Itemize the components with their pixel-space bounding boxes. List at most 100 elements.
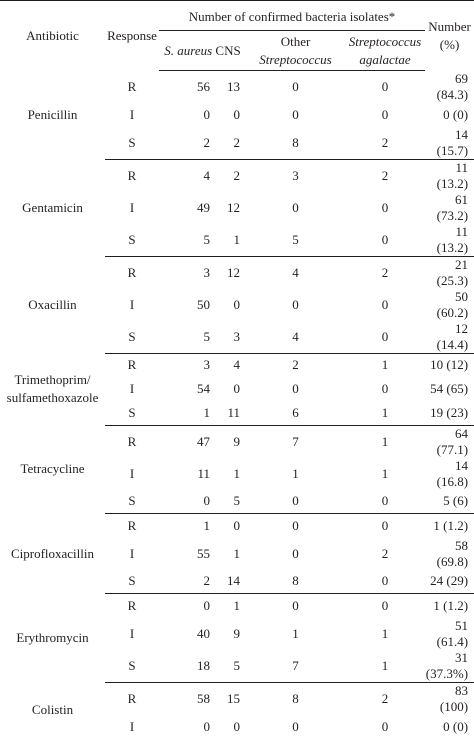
other-cell: 0 bbox=[292, 597, 299, 613]
strep-ag-cell: 1 bbox=[381, 357, 389, 373]
response-cell: I bbox=[129, 718, 135, 734]
response-cell: R bbox=[127, 433, 137, 449]
table-row: Penicillin R 56 13 0 0 69 (84.3) bbox=[0, 71, 474, 122]
antibiotic-name: Trimethoprim/sulfamethoxazole bbox=[0, 353, 105, 425]
cns-cell: 12 bbox=[227, 199, 240, 215]
response-cell: I bbox=[129, 545, 135, 561]
table-row: Gentamicin R 4 2 3 2 11 (13.2) bbox=[0, 159, 474, 215]
table-row: I 49 12 0 0 61 (73.2) bbox=[0, 192, 474, 224]
strep-ag-cell: 0 bbox=[381, 78, 389, 94]
cns-cell: 0 bbox=[233, 296, 241, 312]
cns-cell: 0 bbox=[233, 517, 241, 533]
antibiotic-name-line1: Colistin bbox=[31, 702, 74, 718]
response-cell: I bbox=[129, 625, 135, 641]
s-aureus-cell: 5 bbox=[159, 320, 216, 354]
s-aureus-cell: 0 bbox=[203, 597, 211, 613]
cns-cell: 14 bbox=[216, 569, 246, 594]
number-cell: 14 (15.7) bbox=[425, 126, 474, 160]
cns-cell: 1 bbox=[233, 597, 241, 613]
s-aureus-cell: 55 bbox=[197, 545, 210, 561]
s-aureus-cell: 0 bbox=[203, 106, 211, 122]
number-cell: 12 (14.4) bbox=[425, 320, 474, 354]
number-cell: 0 (0) bbox=[443, 718, 469, 734]
other-cell: 0 bbox=[292, 199, 299, 215]
other-cell: 7 bbox=[292, 433, 299, 449]
strep-ag-cell: 2 bbox=[345, 126, 426, 160]
cns-cell: 9 bbox=[233, 433, 241, 449]
s-aureus-cell: 1 bbox=[159, 401, 216, 426]
strep-ag-cell: 1 bbox=[381, 625, 389, 641]
number-cell: 64 (77.1) bbox=[436, 425, 469, 457]
strep-ag-cell: 2 bbox=[381, 264, 389, 280]
number-cell: 1 (1.2) bbox=[433, 517, 469, 533]
strep-ag-cell: 1 bbox=[381, 465, 389, 481]
table-row: S 1 11 6 1 19 (23) bbox=[0, 401, 474, 426]
number-cell: 21 (25.3) bbox=[436, 256, 469, 288]
response-cell: R bbox=[127, 597, 137, 613]
other-cell: 1 bbox=[292, 625, 299, 641]
strep-ag-cell: 0 bbox=[345, 569, 426, 594]
other-cell: 0 bbox=[292, 106, 299, 122]
cns-cell: 1 bbox=[233, 545, 241, 561]
s-aureus-cell: 1 bbox=[203, 517, 211, 533]
number-cell: 10 (12) bbox=[430, 357, 469, 373]
table-row: I 50 0 0 0 50 (60.2) bbox=[0, 289, 474, 321]
table-row: Ciprofloxacillin R 1 0 0 0 1 (1.2) bbox=[0, 514, 474, 561]
other-cell: 0 bbox=[292, 78, 299, 94]
antibiotic-name-line1: Oxacillin bbox=[28, 296, 77, 312]
s-aureus-cell: 4 bbox=[203, 167, 211, 183]
response-cell: R bbox=[127, 690, 137, 706]
other-header-line1: Other bbox=[280, 33, 311, 49]
strep-ag-cell: 0 bbox=[381, 718, 389, 734]
s-aureus-cell: 50 bbox=[197, 296, 210, 312]
response-cell: I bbox=[129, 296, 135, 312]
antibiotic-name: Tetracycline bbox=[0, 425, 105, 514]
strep-ag-cell: 0 bbox=[345, 320, 426, 354]
isolates-group-header: Number of confirmed bacteria isolates* bbox=[159, 0, 426, 31]
s-aureus-cell: 47 bbox=[197, 433, 210, 449]
other-cell: 1 bbox=[292, 465, 299, 481]
number-cell: 5 (6) bbox=[425, 489, 474, 514]
response-cell: S bbox=[105, 320, 159, 354]
response-cell: R bbox=[127, 357, 137, 373]
strep-ag-cell: 2 bbox=[381, 167, 389, 183]
cns-cell: 0 bbox=[233, 718, 241, 734]
cns-cell: 13 bbox=[227, 78, 240, 94]
number-cell: 83 (100) bbox=[439, 682, 469, 714]
table-body: Penicillin R 56 13 0 0 69 (84.3) I 0 0 0 0 0 (0) S 2 2 8… bbox=[0, 71, 474, 739]
strep-ag-header-line1: Streptococcus bbox=[348, 33, 422, 49]
response-cell: S bbox=[105, 649, 159, 683]
number-cell: 51 (61.4) bbox=[436, 617, 469, 649]
other-cell: 8 bbox=[246, 569, 345, 594]
cns-cell: 11 bbox=[216, 401, 246, 426]
antibiotic-name: Colistin bbox=[0, 682, 105, 739]
antibiotic-name: Penicillin bbox=[0, 71, 105, 160]
other-cell: 2 bbox=[292, 357, 299, 373]
cns-cell: 2 bbox=[216, 126, 246, 160]
s-aureus-cell: 40 bbox=[197, 625, 210, 641]
table-row: S 2 14 8 0 24 (29) bbox=[0, 569, 474, 594]
number-cell: 1 (1.2) bbox=[433, 597, 469, 613]
other-cell: 4 bbox=[292, 264, 299, 280]
cns-cell: 9 bbox=[233, 625, 241, 641]
table-row: S 5 1 5 0 11 (13.2) bbox=[0, 223, 474, 257]
cns-cell: 1 bbox=[233, 465, 241, 481]
response-cell: S bbox=[105, 569, 159, 594]
response-cell: S bbox=[105, 489, 159, 514]
antibiotic-name-line1: Penicillin bbox=[27, 106, 78, 122]
number-header-line2: (%) bbox=[439, 36, 460, 52]
number-cell: 31 (37.3%) bbox=[425, 649, 474, 683]
cns-cell: 5 bbox=[216, 489, 246, 514]
antibiotic-name-line1: Tetracycline bbox=[20, 461, 85, 477]
table-row: I 0 0 0 0 0 (0) bbox=[0, 103, 474, 127]
table-row: Trimethoprim/sulfamethoxazole R 3 4 2 1 10 (12… bbox=[0, 353, 474, 405]
response-cell: I bbox=[129, 465, 135, 481]
number-cell: 0 (0) bbox=[443, 106, 469, 122]
strep-ag-cell: 0 bbox=[381, 517, 389, 533]
antibiotic-name-line1: Ciprofloxacillin bbox=[10, 545, 95, 561]
s-aureus-cell: 11 bbox=[197, 465, 210, 481]
strep-ag-cell: 0 bbox=[381, 106, 389, 122]
response-cell: S bbox=[105, 223, 159, 257]
